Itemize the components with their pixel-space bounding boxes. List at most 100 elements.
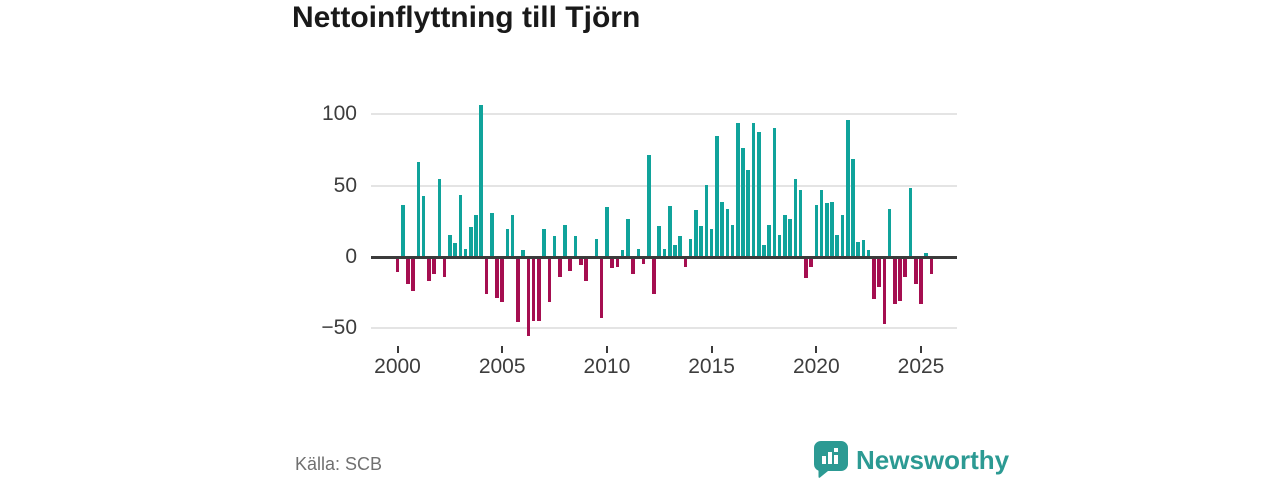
bar-negative [631,258,635,274]
bar-positive [924,253,929,256]
bar-positive [458,194,463,256]
bar-positive [824,203,829,256]
bar-positive [840,214,845,256]
bar-positive [709,228,714,256]
bar-positive [908,187,913,256]
x-axis-tick [920,346,922,353]
x-axis-tick [396,346,399,353]
bar-positive [573,236,578,256]
bar-positive [479,104,484,256]
y-axis-tick-label: −50 [321,316,357,340]
x-axis-tick [605,346,608,353]
bar-positive [798,190,803,256]
bar-positive [741,147,745,256]
bar-positive [851,158,855,256]
bar-positive [830,201,834,256]
bar-negative [495,258,499,298]
bar-positive [563,224,567,256]
y-axis-tick-label: 50 [333,173,357,197]
bar-positive [453,243,457,256]
bar-positive [416,161,421,256]
bar-negative [557,258,562,277]
bar-positive [505,228,510,256]
bar-negative [641,258,646,264]
bar-positive [845,120,850,256]
bar-negative [652,258,656,294]
bar-positive [489,213,494,256]
bar-positive [735,123,740,256]
bar-negative [809,258,813,267]
bar-negative [610,258,614,268]
bar-negative [615,258,620,267]
newsworthy-logo: Newsworthy [814,441,1009,478]
x-axis-tick [501,346,504,353]
bar-positive [887,208,892,256]
bar-positive [715,136,719,256]
bar-negative [589,258,593,260]
bar-negative [411,258,415,291]
bar-positive [767,224,771,256]
x-axis-tick [710,346,713,353]
bar-negative [584,258,588,281]
bar-negative [872,258,876,300]
gridline [371,113,957,116]
bar-negative [516,258,520,323]
bar-positive [688,238,693,256]
bar-negative [913,258,918,284]
chart-title: Nettoinflyttning till Tjörn [292,1,641,34]
bar-negative [877,258,881,287]
bar-positive [626,218,630,256]
bar-positive [720,201,724,256]
bar-positive [605,207,609,256]
bar-positive [636,248,641,256]
bar-positive [861,240,866,256]
bar-negative [395,258,400,273]
x-axis-tick [815,346,818,353]
gridline [371,327,957,330]
bar-positive [400,204,405,256]
x-axis-tick-label: 2015 [688,355,735,378]
bar-negative [599,258,604,318]
bar-negative [929,258,934,274]
bar-positive [421,196,426,256]
bar-negative [500,258,504,303]
bar-positive [448,234,452,256]
bar-positive [474,214,478,256]
bar-negative [919,258,923,304]
bar-positive [510,214,515,256]
bar-positive [468,227,473,256]
bar-positive [667,206,672,256]
bar-positive [856,241,860,256]
bar-positive [793,178,798,256]
x-axis-line [371,255,957,259]
brand-name: Newsworthy [856,444,1010,475]
bar-positive [552,236,557,256]
bar-positive [866,250,871,256]
bar-positive [788,218,792,256]
bar-negative [683,258,688,267]
bar-chart-speech-bubble-icon [814,441,848,478]
bar-positive [730,224,735,256]
bar-positive [819,190,824,256]
exclamation-dot [834,448,838,452]
bar-positive [835,234,840,256]
bar-positive [751,123,756,256]
bar-positive [662,248,667,256]
x-axis-tick-label: 2020 [792,355,840,378]
bar-positive [725,208,730,256]
bar-negative [526,258,531,337]
x-axis-tick-label: 2005 [478,355,526,378]
bar-positive [772,127,777,256]
bar-positive [646,154,651,256]
bar-positive [463,248,468,256]
bar-negative [484,258,489,294]
y-axis-tick-label: 0 [345,245,357,268]
bar-negative [578,258,583,266]
bar-positive [521,250,525,256]
x-axis-tick-label: 2000 [374,355,421,378]
bar-positive [746,170,751,256]
bar-positive [657,226,662,256]
bar-positive [437,178,442,256]
